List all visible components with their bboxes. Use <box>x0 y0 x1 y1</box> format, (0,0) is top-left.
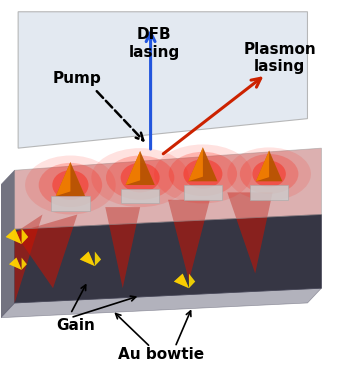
Polygon shape <box>126 151 140 185</box>
Ellipse shape <box>106 155 174 200</box>
Text: Plasmon
lasing: Plasmon lasing <box>243 42 316 74</box>
Ellipse shape <box>227 147 311 201</box>
Polygon shape <box>6 229 22 244</box>
Polygon shape <box>22 229 28 244</box>
Polygon shape <box>126 151 155 185</box>
Text: Gain: Gain <box>56 317 95 333</box>
Polygon shape <box>9 258 22 270</box>
Bar <box>51 196 90 211</box>
Ellipse shape <box>154 144 252 204</box>
Polygon shape <box>168 200 210 281</box>
Ellipse shape <box>240 154 299 194</box>
Polygon shape <box>256 151 269 181</box>
Polygon shape <box>256 151 282 181</box>
Polygon shape <box>188 147 218 181</box>
Polygon shape <box>80 252 95 266</box>
Polygon shape <box>56 162 70 196</box>
Ellipse shape <box>252 161 286 187</box>
Bar <box>250 185 288 200</box>
Ellipse shape <box>39 163 102 207</box>
Bar <box>184 185 222 200</box>
Polygon shape <box>188 147 203 181</box>
Text: Pump: Pump <box>53 71 102 85</box>
Text: DFB
lasing: DFB lasing <box>128 27 180 60</box>
Polygon shape <box>18 12 307 148</box>
Ellipse shape <box>25 155 116 215</box>
Polygon shape <box>6 229 22 244</box>
Ellipse shape <box>121 163 160 192</box>
Polygon shape <box>9 258 22 270</box>
Polygon shape <box>105 207 140 288</box>
Polygon shape <box>174 273 189 288</box>
Text: Au bowtie: Au bowtie <box>118 347 204 362</box>
Polygon shape <box>1 288 321 318</box>
Ellipse shape <box>169 152 237 196</box>
Polygon shape <box>227 192 273 273</box>
Polygon shape <box>1 170 15 318</box>
Polygon shape <box>15 215 77 288</box>
Polygon shape <box>15 148 321 229</box>
Ellipse shape <box>91 148 189 207</box>
Ellipse shape <box>183 159 222 189</box>
Ellipse shape <box>52 170 89 200</box>
Polygon shape <box>95 252 101 266</box>
Bar <box>121 189 159 204</box>
Polygon shape <box>15 215 43 303</box>
Polygon shape <box>15 215 321 303</box>
Polygon shape <box>22 258 27 270</box>
Polygon shape <box>80 252 95 266</box>
Polygon shape <box>189 273 195 288</box>
Polygon shape <box>56 162 85 196</box>
Polygon shape <box>174 273 189 288</box>
